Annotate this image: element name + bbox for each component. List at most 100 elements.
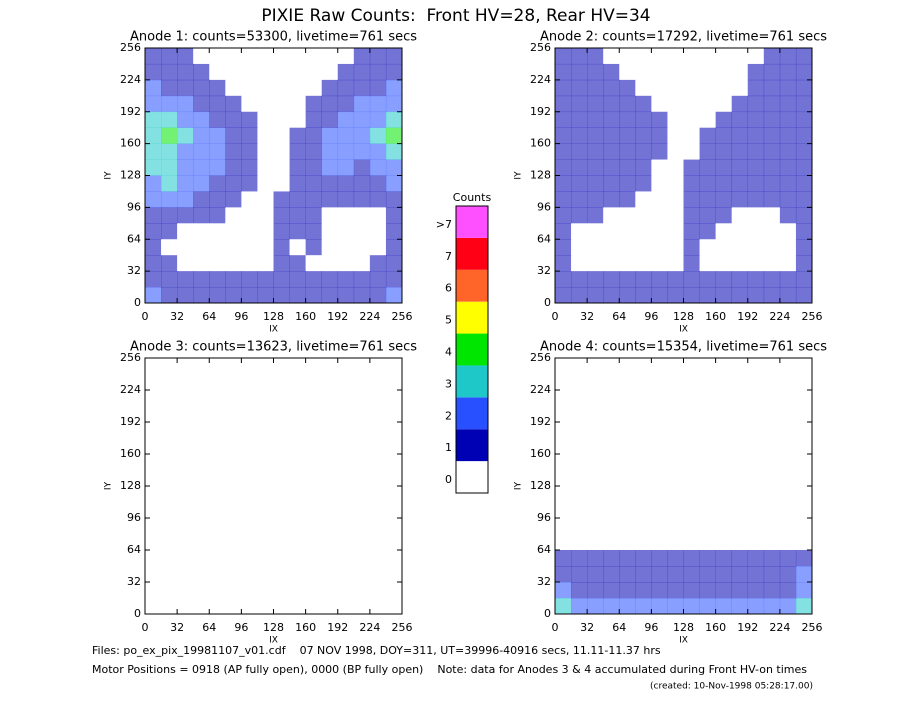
heatmap-cell (161, 48, 178, 65)
heatmap-cell (795, 271, 813, 288)
heatmap-cell (225, 95, 242, 113)
heatmap-cell (603, 390, 620, 407)
heatmap-cell (305, 550, 322, 567)
heatmap-cell (731, 207, 749, 224)
heatmap-cell (779, 582, 797, 599)
heatmap-cell (209, 486, 226, 503)
heatmap-cell (699, 486, 716, 503)
y-tick-label: 256 (530, 351, 551, 364)
heatmap-cell (779, 470, 797, 487)
heatmap-cell (273, 406, 290, 423)
heatmap-cell (795, 406, 813, 423)
heatmap-cell (779, 502, 797, 519)
y-tick-label: 32 (127, 575, 141, 588)
heatmap-cell (289, 486, 306, 503)
heatmap-cell (683, 406, 700, 423)
heatmap-cell (177, 95, 194, 113)
y-tick-label: 160 (120, 137, 141, 150)
heatmap-cell (667, 287, 684, 304)
heatmap-cell (555, 470, 572, 487)
colorbar-label: 6 (445, 282, 452, 295)
heatmap-cell (715, 550, 732, 567)
colorbar-box (456, 237, 488, 270)
heatmap-cell (603, 143, 620, 160)
heatmap-cell (369, 191, 387, 208)
heatmap-cell (699, 79, 716, 97)
heatmap-cell (603, 582, 620, 599)
heatmap-cell (715, 358, 732, 375)
heatmap-cell (555, 255, 572, 272)
heatmap-cell (747, 534, 765, 551)
heatmap-cell (651, 438, 668, 455)
panel-title: Anode 3: counts=13623, livetime=761 secs (130, 340, 417, 355)
heatmap-cell (385, 127, 403, 144)
heatmap-cell (161, 438, 178, 455)
heatmap-cell (193, 255, 210, 272)
heatmap-cell (305, 358, 322, 375)
heatmap-cell (273, 390, 290, 407)
heatmap-cell (273, 374, 290, 391)
x-axis-label: IX (679, 636, 688, 646)
heatmap-cell (353, 255, 371, 272)
heatmap-cell (289, 223, 306, 240)
x-tick-label: 64 (202, 310, 216, 323)
heatmap-cell (795, 48, 813, 65)
heatmap-cell (715, 143, 732, 160)
heatmap-cell (145, 374, 162, 391)
y-tick-label: 256 (120, 351, 141, 364)
heatmap-cell (145, 95, 162, 113)
heatmap-cell (161, 271, 178, 288)
heatmap-cell (731, 255, 749, 272)
heatmap-cell (193, 143, 210, 160)
heatmap-cell (699, 470, 716, 487)
heatmap-cell (273, 207, 290, 224)
heatmap-cell (763, 374, 781, 391)
heatmap-cell (337, 223, 355, 240)
heatmap-cell (369, 143, 387, 160)
heatmap-cell (385, 175, 403, 192)
colorbar-box (456, 397, 488, 430)
heatmap-cell (747, 63, 765, 81)
heatmap-cell (241, 207, 258, 224)
heatmap-cell (337, 470, 355, 487)
heatmap-cell (385, 255, 403, 272)
heatmap-cell (699, 534, 716, 551)
heatmap-cell (603, 111, 620, 128)
heatmap-cell (651, 566, 668, 583)
heatmap-cell (161, 239, 178, 256)
heatmap-cell (747, 95, 765, 113)
heatmap-cell (683, 127, 700, 144)
heatmap-cell (555, 518, 572, 535)
heatmap-cell (795, 143, 813, 160)
heatmap-cell (795, 95, 813, 113)
heatmap-cell (353, 406, 371, 423)
heatmap-cell (715, 566, 732, 583)
panel-title: Anode 1: counts=53300, livetime=761 secs (130, 30, 417, 45)
x-tick-label: 224 (359, 310, 380, 323)
heatmap-cell (795, 518, 813, 535)
heatmap-cell (555, 550, 572, 567)
heatmap-cell (619, 550, 636, 567)
heatmap-cell (699, 223, 716, 240)
heatmap-cell (209, 271, 226, 288)
heatmap-cell (555, 582, 572, 599)
heatmap-cell (715, 207, 732, 224)
heatmap-cell (225, 255, 242, 272)
heatmap-cell (337, 271, 355, 288)
heatmap-cell (635, 534, 652, 551)
heatmap-cell (321, 255, 339, 272)
heatmap-cell (241, 159, 258, 176)
heatmap-cell (795, 454, 813, 471)
heatmap-cell (795, 598, 813, 615)
heatmap-cell (257, 422, 274, 439)
heatmap-cell (337, 390, 355, 407)
heatmap-cell (779, 48, 797, 65)
heatmap-cell (321, 598, 339, 615)
heatmap-cell (683, 48, 700, 65)
heatmap-cell (731, 566, 749, 583)
heatmap-cell (209, 95, 226, 113)
heatmap-cell (555, 175, 572, 192)
heatmap-cell (177, 255, 194, 272)
heatmap-cell (289, 143, 306, 160)
heatmap-cell (715, 79, 732, 97)
